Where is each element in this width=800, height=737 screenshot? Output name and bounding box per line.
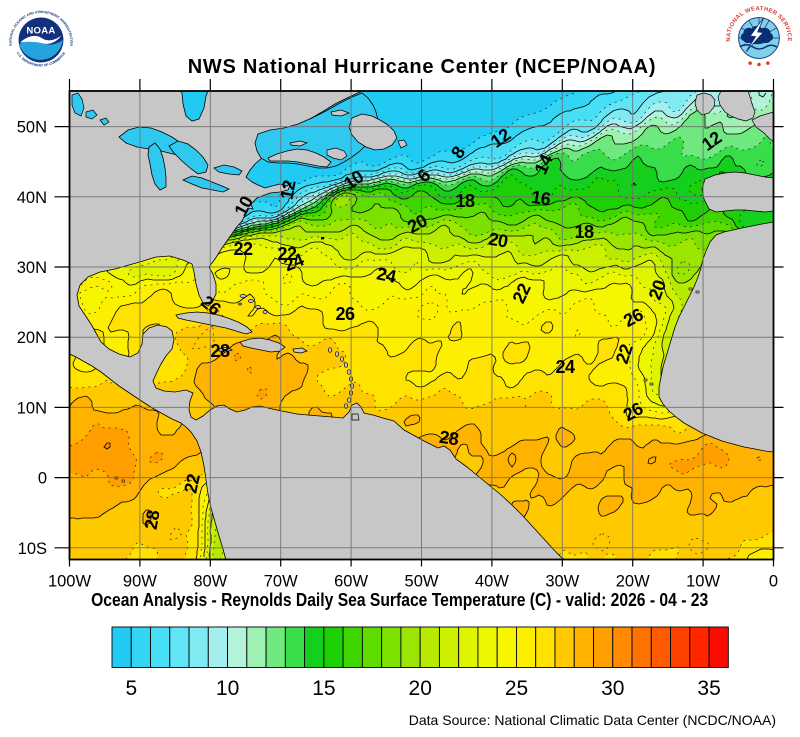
svg-text:20N: 20N (17, 329, 47, 347)
svg-text:15: 15 (312, 677, 335, 700)
svg-text:10W: 10W (686, 573, 720, 591)
svg-text:18: 18 (574, 222, 594, 242)
svg-text:20W: 20W (616, 573, 650, 591)
svg-text:22: 22 (277, 244, 297, 264)
svg-text:24: 24 (375, 263, 398, 287)
svg-text:26: 26 (335, 304, 355, 324)
svg-text:10N: 10N (17, 399, 47, 417)
svg-text:NOAA: NOAA (26, 25, 55, 36)
svg-text:28: 28 (210, 341, 230, 361)
svg-text:18: 18 (455, 191, 475, 211)
svg-text:35: 35 (697, 677, 720, 700)
svg-text:90W: 90W (123, 573, 157, 591)
svg-text:30N: 30N (17, 259, 47, 277)
svg-text:12: 12 (277, 178, 300, 201)
svg-text:70W: 70W (264, 573, 298, 591)
svg-text:25: 25 (505, 677, 528, 700)
svg-text:20: 20 (409, 677, 432, 700)
svg-text:40N: 40N (17, 189, 47, 207)
svg-text:28: 28 (141, 508, 164, 531)
svg-text:50N: 50N (17, 119, 47, 137)
svg-text:22: 22 (180, 472, 204, 495)
svg-text:0: 0 (38, 470, 47, 488)
svg-text:50W: 50W (405, 573, 439, 591)
svg-text:100W: 100W (48, 573, 92, 591)
svg-text:10S: 10S (18, 540, 47, 558)
svg-text:30W: 30W (545, 573, 579, 591)
svg-text:5: 5 (125, 677, 137, 700)
svg-text:0: 0 (769, 573, 778, 591)
svg-text:16: 16 (530, 187, 552, 210)
svg-text:80W: 80W (193, 573, 227, 591)
svg-text:22: 22 (233, 239, 253, 259)
svg-text:40W: 40W (475, 573, 509, 591)
svg-text:60W: 60W (334, 573, 368, 591)
svg-text:20: 20 (487, 229, 510, 252)
svg-text:10: 10 (216, 677, 239, 700)
svg-text:30: 30 (601, 677, 624, 700)
svg-text:24: 24 (555, 357, 575, 377)
svg-text:28: 28 (438, 427, 460, 450)
